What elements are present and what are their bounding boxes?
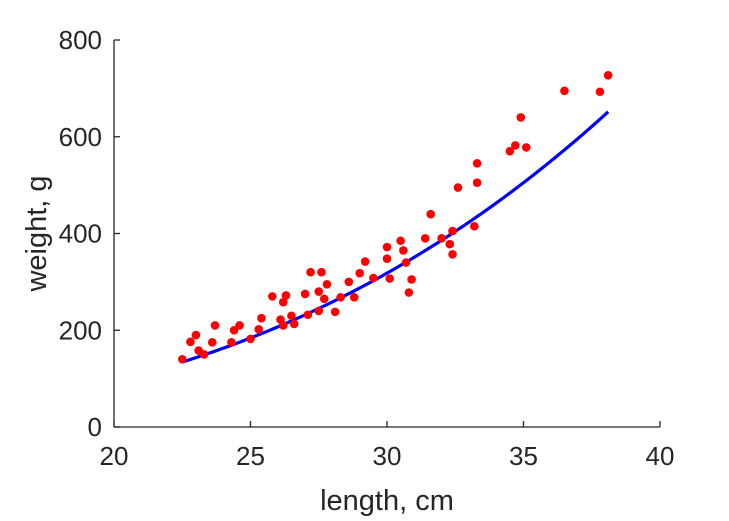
axis-labels: length, cm weight, g (21, 175, 454, 517)
data-point (322, 279, 332, 289)
x-tick-label: 20 (100, 441, 129, 471)
data-point (472, 178, 482, 188)
data-point (505, 146, 515, 156)
data-point (268, 292, 277, 301)
data-point (317, 267, 326, 277)
x-tick-label: 40 (646, 441, 675, 471)
data-point (385, 274, 395, 283)
data-point (404, 288, 414, 297)
fit-curve (181, 110, 610, 364)
data-point (246, 334, 255, 344)
data-point (186, 337, 195, 347)
data-point (420, 234, 430, 243)
data-point (191, 330, 201, 340)
data-point (257, 313, 266, 323)
data-point (396, 236, 405, 246)
data-point (470, 221, 479, 231)
data-point (314, 287, 324, 296)
data-point (445, 239, 455, 249)
data-point (207, 338, 217, 347)
y-axis-label: weight, g (21, 175, 53, 292)
data-point (281, 291, 291, 300)
x-tick-label: 25 (236, 441, 265, 471)
data-point (426, 209, 435, 219)
data-point (448, 250, 457, 259)
y-tick-label: 400 (59, 219, 102, 249)
data-point (227, 338, 236, 347)
data-point (472, 159, 482, 168)
data-point (319, 294, 329, 304)
data-point (399, 246, 408, 255)
data-point (437, 234, 446, 243)
data-point (303, 310, 313, 320)
data-point (336, 293, 345, 302)
data-point (560, 86, 569, 96)
data-point (448, 226, 457, 236)
data-point (355, 268, 365, 278)
data-point (314, 306, 324, 316)
data-point (511, 141, 520, 150)
data-point (199, 350, 209, 359)
y-tick-label: 800 (59, 25, 102, 55)
data-point (453, 183, 463, 192)
data-point (382, 254, 392, 263)
data-point (344, 277, 354, 287)
data-point (349, 293, 359, 302)
data-point (278, 321, 288, 330)
data-point (289, 319, 299, 329)
data-point (521, 143, 531, 152)
data-point (382, 242, 392, 252)
data-point (254, 324, 263, 334)
fit-curve-layer (181, 110, 610, 364)
data-points-layer (177, 71, 613, 364)
y-tick-label: 0 (88, 412, 102, 442)
data-point (300, 289, 310, 299)
data-point (235, 321, 244, 330)
data-point (516, 113, 526, 122)
data-point (177, 354, 187, 364)
data-point (595, 87, 605, 97)
x-tick-label: 30 (373, 441, 402, 471)
data-point (278, 297, 288, 307)
data-point (360, 257, 370, 266)
data-point (306, 267, 315, 277)
data-point (330, 307, 340, 317)
data-point (407, 275, 416, 284)
data-point (210, 321, 220, 330)
data-point (401, 258, 411, 267)
data-point (369, 273, 378, 283)
x-axis-label: length, cm (320, 485, 454, 517)
data-point (287, 311, 296, 321)
y-tick-label: 200 (59, 315, 102, 345)
x-tick-label: 35 (509, 441, 538, 471)
y-tick-label: 600 (59, 122, 102, 152)
data-point (603, 71, 613, 80)
